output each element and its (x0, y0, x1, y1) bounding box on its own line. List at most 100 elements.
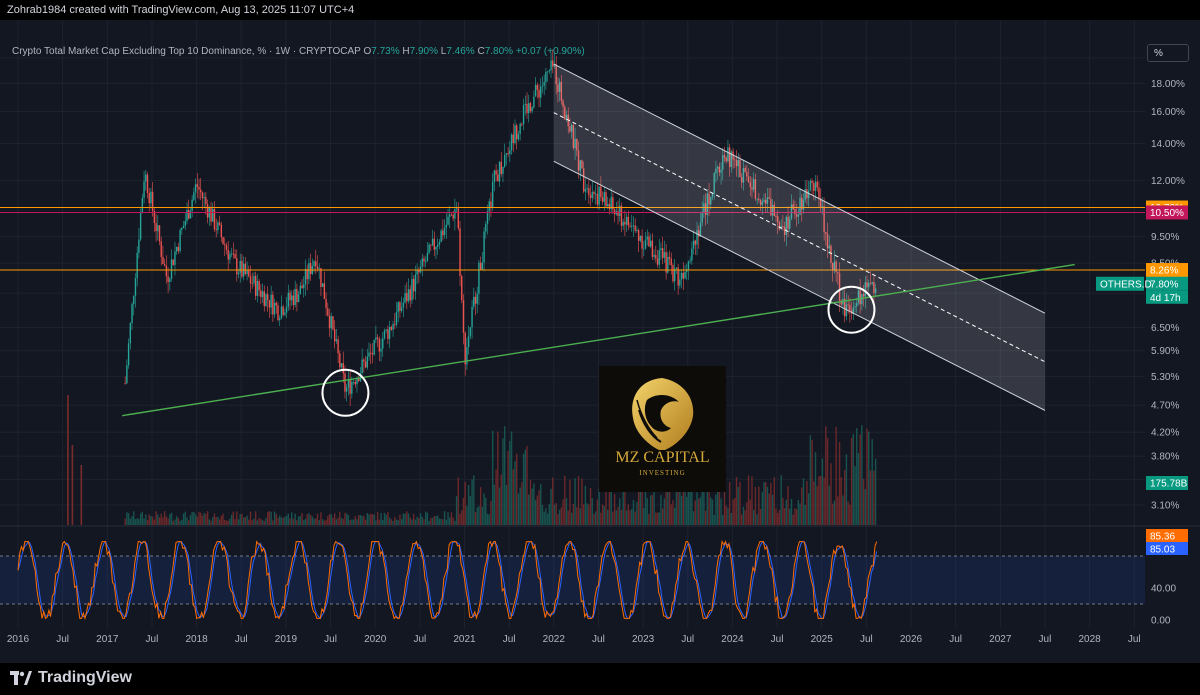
volume-bar (426, 512, 429, 525)
candle-body (756, 198, 758, 200)
candle-body (419, 266, 422, 273)
candle-body (569, 126, 571, 132)
volume-bar (486, 513, 489, 525)
candle-body (593, 192, 595, 194)
volume-bar (768, 493, 770, 525)
candle-body (857, 290, 860, 304)
y-tick-label: 18.00% (1151, 79, 1185, 90)
candle-body (133, 295, 135, 304)
candle-body (577, 150, 580, 171)
candle-body (747, 176, 750, 183)
y-tick-label: 16.00% (1151, 107, 1185, 118)
volume-bar (471, 479, 473, 525)
candle-body (837, 271, 839, 274)
volume-bar (828, 485, 830, 525)
candle-body (443, 227, 446, 236)
percent-scale-button[interactable]: % (1147, 44, 1189, 62)
volume-bar (474, 512, 477, 525)
volume-bar (340, 517, 343, 525)
volume-bar (514, 461, 516, 525)
candle-body (400, 307, 403, 311)
candle-body (447, 216, 449, 225)
countdown-box (1146, 290, 1188, 304)
volume-bar (789, 508, 791, 525)
volume-bar (771, 494, 774, 525)
candle-body (189, 210, 192, 219)
candle-body (541, 85, 544, 87)
candle-body (321, 283, 324, 287)
volume-bar (804, 504, 806, 525)
x-tick-label: Jul (56, 634, 69, 645)
candle-body (656, 258, 659, 265)
candle-body (167, 276, 169, 282)
volume-bar (619, 498, 621, 525)
volume-bar (466, 505, 468, 525)
volume-bar (323, 520, 326, 525)
volume-bar (610, 475, 612, 525)
candle-body (268, 299, 271, 308)
volume-bar (526, 445, 528, 525)
volume-bar (521, 481, 523, 525)
top-attribution-bar: Zohrab1984 created with TradingView.com,… (0, 0, 1200, 20)
candle-body (833, 261, 836, 271)
volume-bar (303, 520, 305, 525)
candle-body (194, 184, 197, 193)
volume-bar (158, 517, 161, 525)
candle-body (713, 173, 715, 194)
volume-bar (641, 486, 643, 525)
volume-bar (366, 513, 369, 525)
volume-bar (837, 496, 839, 525)
volume-bar (648, 513, 650, 525)
volume-bar (873, 470, 875, 525)
candle-body (560, 81, 563, 101)
candle-body (631, 226, 633, 227)
volume-bar (179, 520, 181, 525)
volume-bar (390, 519, 393, 525)
candle-body (649, 240, 652, 247)
chart-area[interactable]: 20.00%18.00%16.00%14.00%12.00%9.50%8.50%… (0, 20, 1200, 663)
volume-bar (242, 517, 245, 525)
candle-body (795, 214, 798, 217)
candle-body (704, 203, 707, 215)
volume-bar (636, 501, 638, 525)
volume-bar (380, 512, 382, 525)
volume-bar (258, 517, 260, 525)
volume-bar (754, 486, 757, 525)
candle-body (309, 262, 312, 274)
volume-bar (416, 516, 418, 525)
tradingview-logo[interactable]: TradingView (10, 669, 132, 687)
volume-bar (241, 513, 243, 525)
candle-body (576, 138, 578, 151)
volume-bar (163, 511, 166, 525)
candle-body (531, 107, 533, 112)
candle-body (735, 160, 738, 167)
candle-body (394, 324, 396, 325)
candle-body (126, 365, 128, 384)
volume-bar (301, 513, 303, 525)
volume-bar (854, 466, 856, 525)
volume-bar (565, 498, 568, 525)
candle-body (711, 193, 714, 198)
candle-body (124, 382, 126, 384)
watermark-title: MZ CAPITAL (615, 449, 710, 466)
volume-bar (639, 491, 642, 525)
candle-body (179, 229, 181, 252)
x-tick-label: 2028 (1078, 634, 1101, 645)
volume-bar (399, 514, 401, 525)
volume-bar (758, 486, 760, 525)
candle-body (351, 382, 353, 394)
candle-body (284, 312, 286, 315)
volume-bar (545, 508, 547, 525)
oscillator-label-box (1146, 542, 1188, 555)
candle-body (347, 379, 350, 388)
candle-body (459, 228, 461, 277)
candle-body (620, 205, 623, 226)
volume-bar (722, 514, 724, 525)
volume-bar (591, 498, 593, 525)
candle-body (184, 221, 186, 226)
volume-bar (435, 516, 437, 525)
volume-bar (449, 517, 451, 525)
chart-canvas[interactable]: 20.00%18.00%16.00%14.00%12.00%9.50%8.50%… (0, 20, 1200, 663)
volume-bar (181, 519, 183, 525)
candle-body (131, 303, 133, 324)
